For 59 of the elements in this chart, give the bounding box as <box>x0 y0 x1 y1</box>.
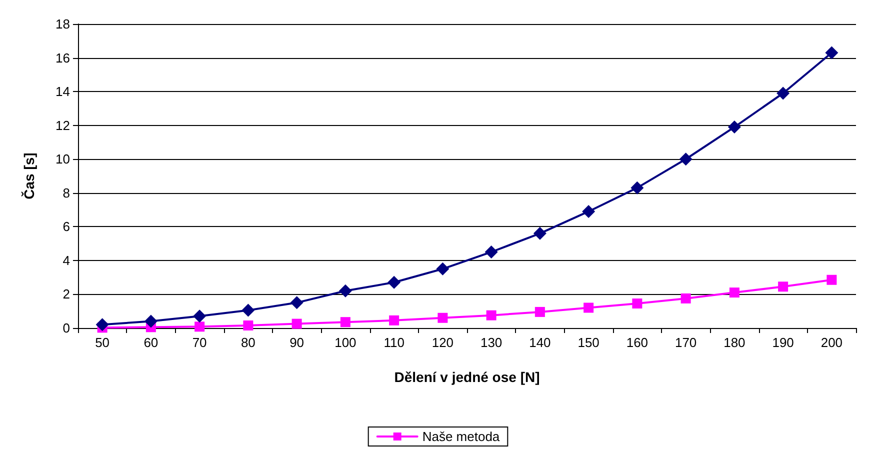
y-tick-label: 14 <box>56 84 70 100</box>
x-tick-label: 110 <box>384 335 404 350</box>
point <box>826 274 837 285</box>
point <box>388 276 401 289</box>
point <box>630 181 644 194</box>
point <box>338 284 352 298</box>
x-tick-label: 70 <box>192 335 207 350</box>
x-tick-label: 200 <box>820 335 843 350</box>
y-tick-label: 2 <box>62 286 70 302</box>
y-tick-label: 12 <box>56 118 70 133</box>
point <box>776 86 790 100</box>
point <box>729 288 740 298</box>
point <box>389 315 400 326</box>
point <box>486 310 496 320</box>
point <box>242 304 255 317</box>
point <box>292 318 302 329</box>
point <box>193 310 206 323</box>
x-tick-label: 80 <box>240 335 256 350</box>
point <box>632 298 642 309</box>
point <box>144 314 158 328</box>
point <box>679 152 692 166</box>
point <box>728 120 741 134</box>
x-tick-label: 50 <box>95 335 110 350</box>
x-tick-label: 100 <box>334 335 356 350</box>
point <box>534 306 545 317</box>
point <box>340 317 350 328</box>
x-tick-label: 190 <box>772 335 794 350</box>
y-tick-label: 8 <box>62 185 70 200</box>
x-tick-label: 60 <box>144 335 158 350</box>
point <box>194 322 205 332</box>
y-axis-title: Čas [s] <box>21 152 37 200</box>
y-tick-label: 0 <box>62 320 70 336</box>
point <box>436 262 450 276</box>
x-tick-label: 140 <box>529 335 551 350</box>
x-tick-label: 120 <box>432 335 454 350</box>
x-tick-label: 160 <box>626 335 648 350</box>
point <box>778 282 788 292</box>
x-tick-label: 170 <box>674 335 697 350</box>
legend-label: Naše metoda <box>422 429 500 444</box>
x-tick-label: 90 <box>290 335 304 350</box>
y-tick-label: 4 <box>62 252 70 268</box>
point <box>96 318 109 332</box>
y-tick-label: 16 <box>56 50 70 66</box>
point <box>825 46 838 60</box>
y-tick-label: 18 <box>56 16 70 32</box>
point <box>290 296 304 310</box>
x-tick-label: 180 <box>724 335 746 350</box>
point <box>582 204 596 218</box>
point <box>680 293 691 304</box>
y-tick-label: 6 <box>62 219 70 234</box>
y-tick-label: 10 <box>56 152 70 167</box>
point <box>533 226 546 240</box>
x-tick-label: 150 <box>578 335 600 350</box>
point <box>438 312 448 323</box>
point <box>584 302 594 313</box>
x-tick-label: 130 <box>480 335 502 350</box>
point <box>484 246 498 258</box>
x-axis-title: Dělení v jedné ose [N] <box>394 369 540 385</box>
point <box>243 320 254 330</box>
